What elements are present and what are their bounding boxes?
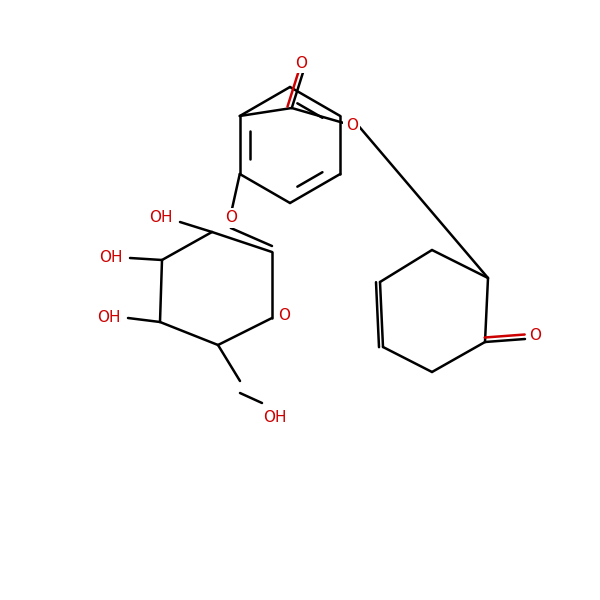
- Text: O: O: [225, 211, 237, 226]
- Text: OH: OH: [97, 310, 121, 325]
- Text: OH: OH: [263, 410, 287, 425]
- Text: OH: OH: [99, 251, 123, 265]
- Text: OH: OH: [149, 211, 173, 226]
- Text: O: O: [529, 328, 541, 343]
- Text: O: O: [346, 118, 358, 133]
- Text: O: O: [278, 308, 290, 323]
- Text: O: O: [296, 56, 308, 71]
